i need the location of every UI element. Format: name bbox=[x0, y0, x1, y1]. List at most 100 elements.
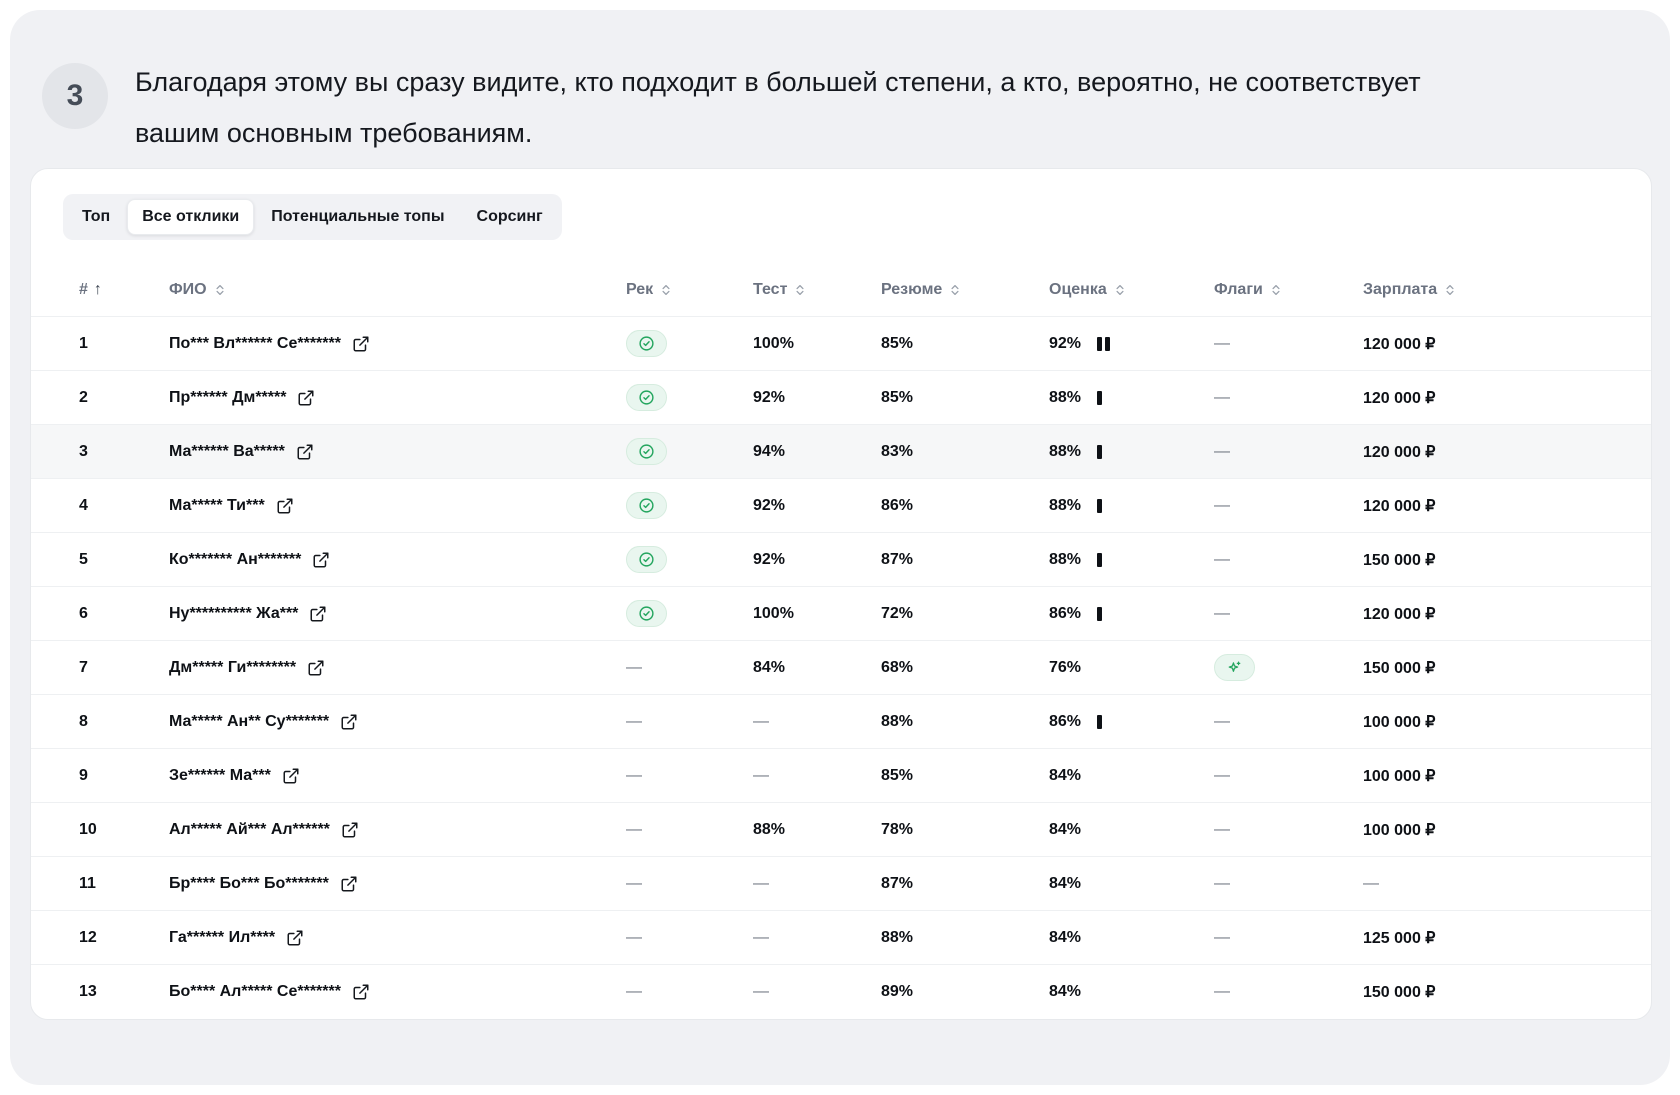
external-link-icon[interactable] bbox=[340, 713, 358, 731]
candidate-name: Зе****** Ма*** bbox=[169, 766, 271, 784]
table-row[interactable]: 4 Ма***** Ти*** 92% 86% 88% — 120 000 ₽ bbox=[31, 478, 1651, 532]
score-cell: 84% bbox=[1049, 983, 1214, 1001]
table-row[interactable]: 7 Дм***** Ги******** — 84% 68% 76% 150 0… bbox=[31, 640, 1651, 694]
table-header: # ↑ ФИО Рек Тест Резюме bbox=[31, 263, 1651, 316]
recommended-check-icon bbox=[626, 600, 667, 627]
resume-score-cell: 85% bbox=[881, 766, 914, 784]
resume-score-cell: 68% bbox=[881, 658, 914, 676]
score-cell: 88% bbox=[1049, 551, 1214, 569]
table-body: 1 По*** Вл****** Се******* 100% 85% 92% … bbox=[31, 316, 1651, 1018]
score-value: 92% bbox=[1049, 334, 1082, 352]
table-row[interactable]: 12 Га****** Ил**** — — 88% 84% — 125 000… bbox=[31, 910, 1651, 964]
score-value: 88% bbox=[1049, 388, 1082, 406]
column-header-recommendation[interactable]: Рек bbox=[626, 281, 753, 299]
external-link-icon[interactable] bbox=[297, 389, 315, 407]
tab-top[interactable]: Топ bbox=[82, 208, 111, 225]
rank-cell: 10 bbox=[79, 820, 97, 838]
score-value: 88% bbox=[1049, 496, 1082, 514]
column-header-rank[interactable]: # ↑ bbox=[79, 281, 169, 299]
empty-value: — bbox=[626, 766, 642, 784]
column-header-score[interactable]: Оценка bbox=[1049, 281, 1214, 299]
column-header-test[interactable]: Тест bbox=[753, 281, 881, 299]
test-score-cell: 92% bbox=[753, 550, 786, 568]
test-score-cell: 94% bbox=[753, 442, 786, 460]
table-row[interactable]: 10 Ал***** Ай*** Ал****** — 88% 78% 84% … bbox=[31, 802, 1651, 856]
table-row[interactable]: 2 Пр****** Дм***** 92% 85% 88% — 120 000… bbox=[31, 370, 1651, 424]
resume-score-cell: 87% bbox=[881, 874, 914, 892]
salary-cell: 120 000 ₽ bbox=[1363, 335, 1436, 353]
candidate-name: Ал***** Ай*** Ал****** bbox=[169, 820, 330, 838]
score-cell: 84% bbox=[1049, 875, 1214, 893]
empty-value: — bbox=[626, 712, 642, 730]
recommended-check-icon bbox=[626, 546, 667, 573]
name-cell: Зе****** Ма*** bbox=[169, 767, 626, 785]
name-cell: Га****** Ил**** bbox=[169, 929, 626, 947]
column-header-resume[interactable]: Резюме bbox=[881, 281, 1049, 299]
tab-all-responses[interactable]: Все отклики bbox=[127, 199, 255, 235]
recommendation-cell bbox=[626, 546, 753, 573]
name-cell: Дм***** Ги******** bbox=[169, 659, 626, 677]
table-row[interactable]: 11 Бр**** Бо*** Бо******* — — 87% 84% — … bbox=[31, 856, 1651, 910]
resume-score-cell: 87% bbox=[881, 550, 914, 568]
score-value: 76% bbox=[1049, 658, 1082, 676]
name-cell: Бр**** Бо*** Бо******* bbox=[169, 875, 626, 893]
name-cell: Ну********** Жа*** bbox=[169, 605, 626, 623]
external-link-icon[interactable] bbox=[309, 605, 327, 623]
score-value: 86% bbox=[1049, 712, 1082, 730]
external-link-icon[interactable] bbox=[282, 767, 300, 785]
score-cell: 84% bbox=[1049, 821, 1214, 839]
sort-icon bbox=[1116, 284, 1124, 295]
external-link-icon[interactable] bbox=[352, 983, 370, 1001]
table-row[interactable]: 5 Ко******* Ан******* 92% 87% 88% — 150 … bbox=[31, 532, 1651, 586]
sort-icon bbox=[951, 284, 959, 295]
external-link-icon[interactable] bbox=[276, 497, 294, 515]
column-label: Резюме bbox=[881, 280, 943, 298]
salary-cell: 120 000 ₽ bbox=[1363, 605, 1436, 623]
test-score-cell: — bbox=[753, 712, 769, 730]
table-row[interactable]: 8 Ма***** Ан** Су******* — — 88% 86% — 1… bbox=[31, 694, 1651, 748]
external-link-icon[interactable] bbox=[352, 335, 370, 353]
column-header-name[interactable]: ФИО bbox=[169, 281, 626, 299]
name-cell: По*** Вл****** Се******* bbox=[169, 335, 626, 353]
score-cell: 84% bbox=[1049, 929, 1214, 947]
rank-cell: 13 bbox=[79, 982, 97, 1000]
column-header-salary[interactable]: Зарплата bbox=[1363, 281, 1631, 299]
test-score-cell: 92% bbox=[753, 496, 786, 514]
empty-value: — bbox=[1214, 442, 1230, 460]
score-bars-indicator bbox=[1097, 336, 1111, 351]
table-row[interactable]: 9 Зе****** Ма*** — — 85% 84% — 100 000 ₽ bbox=[31, 748, 1651, 802]
empty-value: — bbox=[1214, 604, 1230, 622]
external-link-icon[interactable] bbox=[340, 875, 358, 893]
table-row[interactable]: 1 По*** Вл****** Се******* 100% 85% 92% … bbox=[31, 316, 1651, 370]
rank-cell: 3 bbox=[79, 442, 88, 460]
empty-value: — bbox=[626, 982, 642, 1000]
external-link-icon[interactable] bbox=[307, 659, 325, 677]
external-link-icon[interactable] bbox=[341, 821, 359, 839]
column-label: Рек bbox=[626, 280, 654, 298]
external-link-icon[interactable] bbox=[312, 551, 330, 569]
candidate-name: Га****** Ил**** bbox=[169, 928, 276, 946]
table-row[interactable]: 13 Бо**** Ал***** Се******* — — 89% 84% … bbox=[31, 964, 1651, 1018]
test-score-cell: — bbox=[753, 766, 769, 784]
table-row[interactable]: 6 Ну********** Жа*** 100% 72% 86% — 120 … bbox=[31, 586, 1651, 640]
sort-icon bbox=[1272, 284, 1280, 295]
table-row[interactable]: 3 Ма****** Ва***** 94% 83% 88% — 120 000… bbox=[31, 424, 1651, 478]
score-value: 84% bbox=[1049, 766, 1082, 784]
empty-value: — bbox=[626, 928, 642, 946]
external-link-icon[interactable] bbox=[296, 443, 314, 461]
external-link-icon[interactable] bbox=[286, 929, 304, 947]
candidate-name: Бр**** Бо*** Бо******* bbox=[169, 874, 329, 892]
column-header-flags[interactable]: Флаги bbox=[1214, 281, 1363, 299]
score-value: 88% bbox=[1049, 550, 1082, 568]
candidate-name: Дм***** Ги******** bbox=[169, 658, 297, 676]
test-score-cell: 100% bbox=[753, 604, 794, 622]
name-cell: Ко******* Ан******* bbox=[169, 551, 626, 569]
tab-sourcing[interactable]: Сорсинг bbox=[476, 208, 543, 225]
candidate-name: Ко******* Ан******* bbox=[169, 550, 302, 568]
empty-value: — bbox=[1214, 820, 1230, 838]
tab-potential-tops[interactable]: Потенциальные топы bbox=[271, 208, 445, 225]
test-score-cell: — bbox=[753, 982, 769, 1000]
rank-cell: 11 bbox=[79, 874, 96, 892]
recommendation-cell: — bbox=[626, 929, 753, 947]
tab-bar: Топ Все отклики Потенциальные топы Сорси… bbox=[63, 194, 562, 240]
